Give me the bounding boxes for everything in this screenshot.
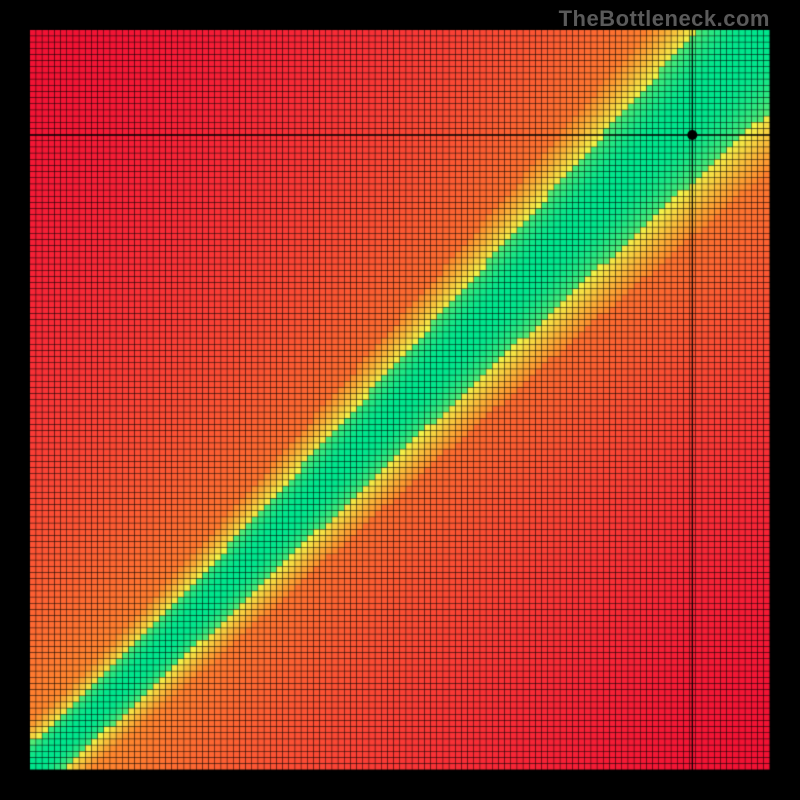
chart-container: TheBottleneck.com bbox=[0, 0, 800, 800]
heatmap-canvas bbox=[0, 0, 800, 800]
watermark-text: TheBottleneck.com bbox=[559, 6, 770, 32]
